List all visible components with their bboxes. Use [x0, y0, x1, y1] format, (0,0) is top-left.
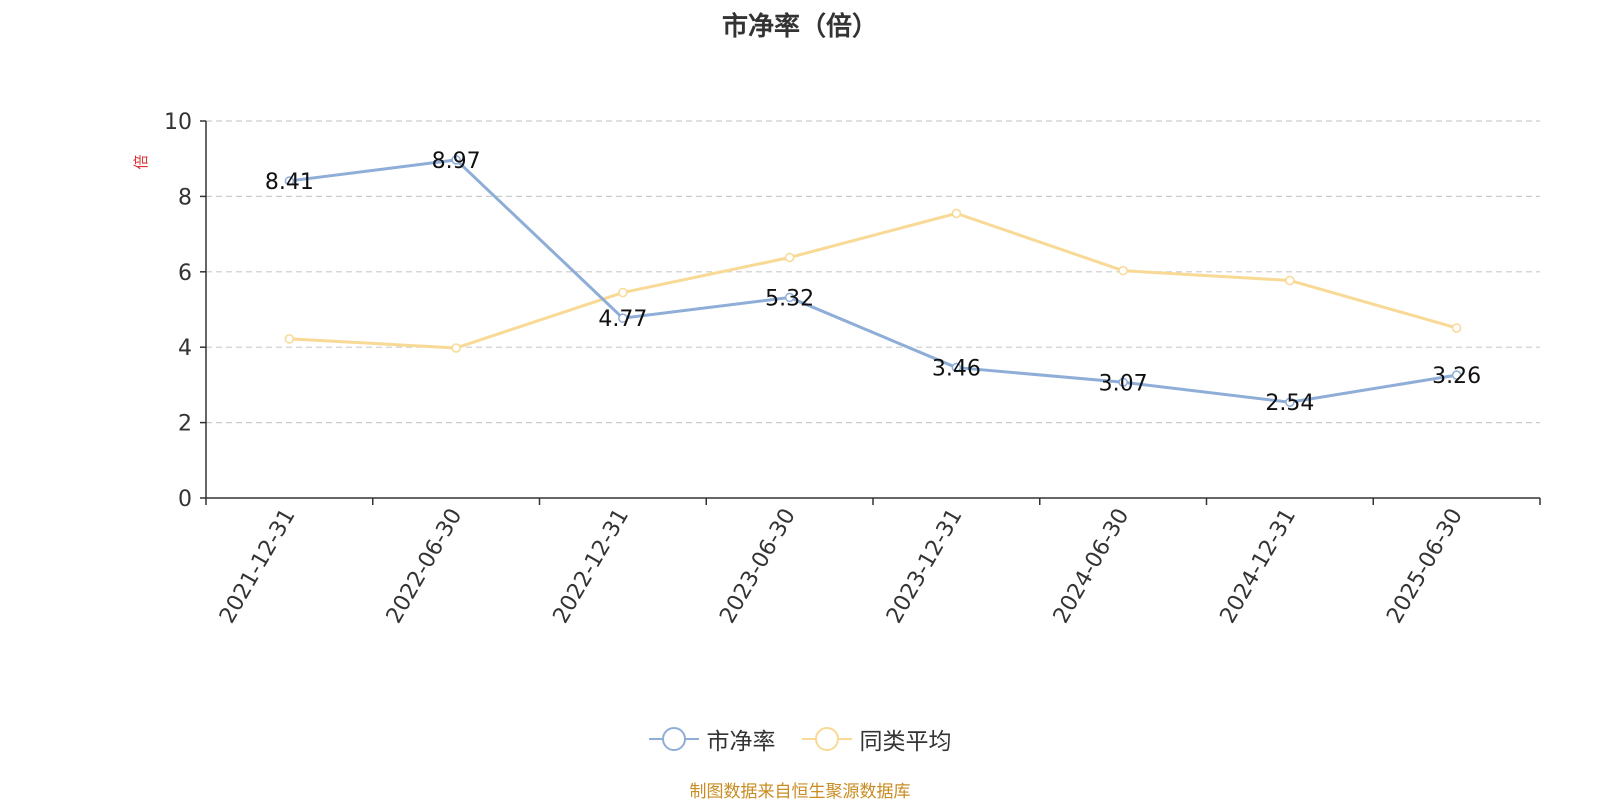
x-tick-label: 2024-12-31 [1215, 505, 1301, 628]
y-tick-label: 2 [178, 412, 192, 437]
series-line-peer-avg [287, 211, 1459, 350]
data-point-peer-avg[interactable] [1285, 275, 1295, 286]
legend: 市净率 同类平均 [0, 722, 1600, 756]
data-label-pb: 5.32 [765, 286, 814, 311]
y-tick-label: 8 [178, 185, 192, 210]
y-axis-label: 倍 [132, 154, 150, 169]
data-point-peer-avg[interactable] [1451, 323, 1462, 333]
data-point-pb[interactable] [1118, 377, 1128, 388]
data-point-peer-avg[interactable] [451, 343, 461, 353]
source-note: 制图数据来自恒生聚源数据库 [689, 782, 911, 800]
data-label-pb: 3.26 [1432, 364, 1481, 389]
x-tick-label: 2023-12-31 [882, 505, 968, 628]
legend-item-peer-avg[interactable]: 同类平均 [801, 722, 952, 756]
data-point-peer-avg[interactable] [951, 208, 962, 219]
data-point-peer-avg[interactable] [284, 334, 295, 344]
legend-marker-peer-avg [801, 726, 852, 752]
data-point-peer-avg[interactable] [784, 252, 795, 263]
x-tick-label: 2024-06-30 [1049, 505, 1135, 628]
y-tick-label: 6 [178, 261, 192, 286]
series-line-pb [287, 158, 1459, 404]
data-label-pb: 8.41 [265, 170, 314, 195]
data-label-pb: 4.77 [598, 307, 647, 332]
y-tick-label: 4 [178, 336, 192, 361]
data-label-pb: 2.54 [1265, 391, 1314, 416]
data-label-pb: 3.07 [1099, 371, 1148, 396]
x-tick-label: 2025-06-30 [1382, 505, 1468, 628]
data-point-pb[interactable] [451, 155, 461, 165]
data-point-pb[interactable] [1451, 370, 1462, 380]
data-point-pb[interactable] [1285, 397, 1295, 407]
x-tick-label: 2023-06-30 [715, 505, 801, 628]
y-tick-label: 10 [164, 110, 192, 135]
x-tick-label: 2022-12-31 [548, 505, 634, 628]
legend-marker-pb [648, 726, 699, 752]
data-point-pb[interactable] [951, 362, 962, 373]
legend-label-pb: 市净率 [706, 729, 776, 755]
legend-label-peer-avg: 同类平均 [859, 729, 952, 755]
data-label-pb: 8.97 [432, 149, 481, 174]
data-point-peer-avg[interactable] [1118, 265, 1128, 276]
data-point-pb[interactable] [284, 176, 295, 186]
data-point-peer-avg[interactable] [618, 287, 628, 298]
legend-item-pb[interactable]: 市净率 [648, 722, 776, 756]
chart-title: 市净率（倍） [721, 12, 878, 42]
data-label-pb: 3.46 [932, 357, 981, 382]
y-tick-label: 0 [178, 487, 192, 512]
x-tick-label: 2021-12-31 [215, 505, 301, 628]
data-point-pb[interactable] [618, 313, 628, 323]
data-point-pb[interactable] [784, 292, 795, 303]
x-tick-label: 2022-06-30 [382, 505, 468, 628]
